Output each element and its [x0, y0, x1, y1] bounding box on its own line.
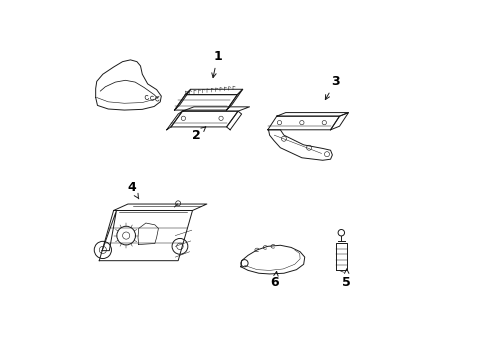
Text: 5: 5 — [342, 269, 350, 289]
Text: 4: 4 — [127, 181, 139, 199]
Text: 6: 6 — [270, 271, 279, 289]
Text: 3: 3 — [325, 75, 340, 100]
Text: 1: 1 — [211, 50, 222, 78]
Text: 2: 2 — [191, 127, 205, 142]
